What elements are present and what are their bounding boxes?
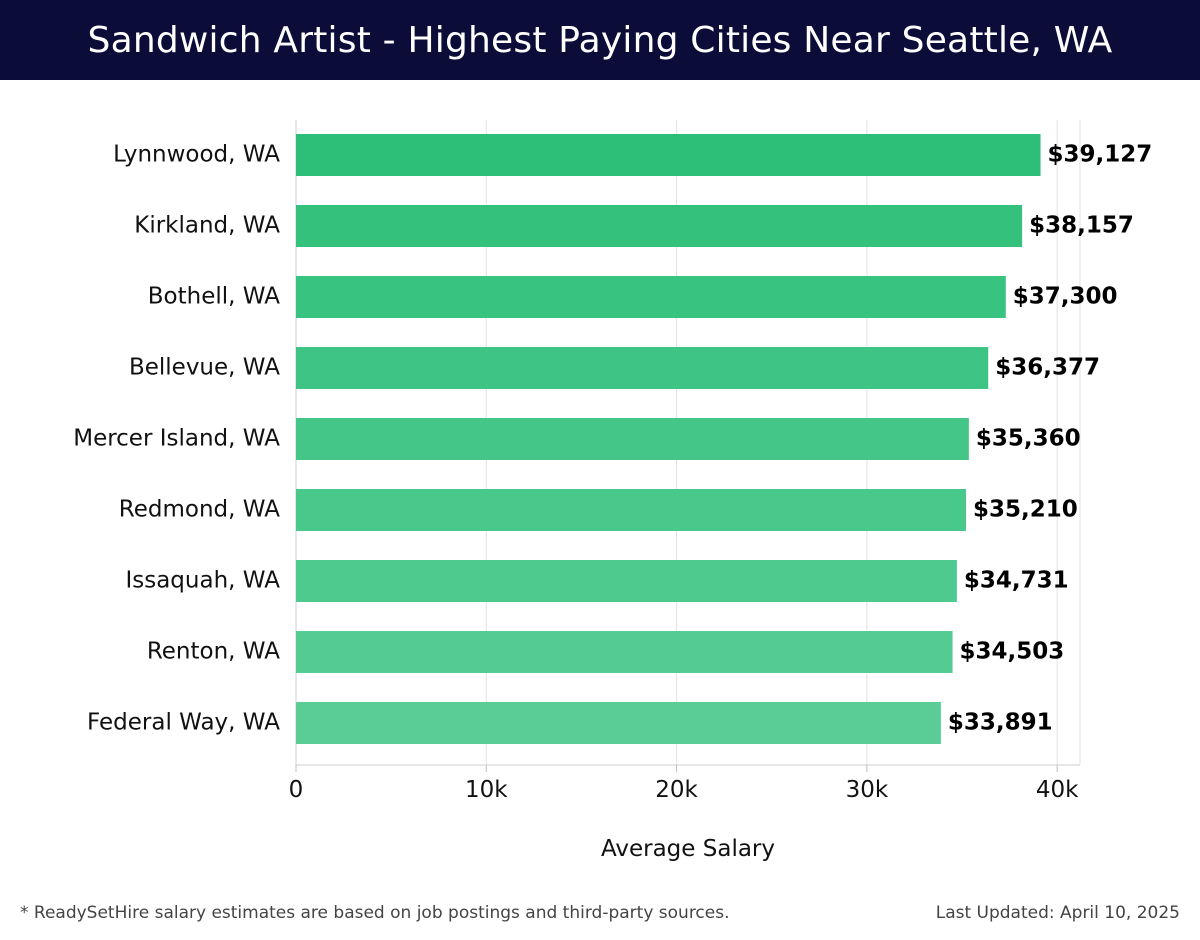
x-axis-label: Average Salary bbox=[601, 836, 775, 862]
x-tick-label: 30k bbox=[846, 777, 889, 803]
bar bbox=[296, 347, 989, 389]
chart-header: Sandwich Artist - Highest Paying Cities … bbox=[0, 0, 1200, 80]
data-label: $37,300 bbox=[1013, 284, 1118, 310]
last-updated: Last Updated: April 10, 2025 bbox=[935, 903, 1180, 923]
bar bbox=[296, 489, 967, 531]
bar bbox=[296, 702, 941, 744]
bar-chart: Lynnwood, WA $39,127 Kirkland, WA $38,157 Bo… bbox=[73, 120, 1153, 862]
chart-title: Sandwich Artist - Highest Paying Cities … bbox=[87, 19, 1113, 61]
bar bbox=[296, 205, 1023, 247]
data-label: $38,157 bbox=[1029, 213, 1134, 239]
bar bbox=[296, 276, 1006, 318]
bar bbox=[296, 134, 1041, 176]
category-label: Issaquah, WA bbox=[125, 568, 280, 594]
bar bbox=[296, 631, 953, 673]
category-label: Lynnwood, WA bbox=[113, 142, 280, 168]
category-label: Bellevue, WA bbox=[129, 355, 280, 381]
bar bbox=[296, 418, 969, 460]
category-label: Federal Way, WA bbox=[87, 710, 280, 736]
category-label: Mercer Island, WA bbox=[73, 426, 280, 452]
data-label: $36,377 bbox=[995, 355, 1100, 381]
category-label: Bothell, WA bbox=[148, 284, 280, 310]
category-label: Kirkland, WA bbox=[134, 213, 280, 239]
x-tick-label: 20k bbox=[655, 777, 698, 803]
footer-note: * ReadySetHire salary estimates are base… bbox=[20, 903, 730, 923]
chart-footer: * ReadySetHire salary estimates are base… bbox=[20, 900, 1180, 926]
data-label: $34,503 bbox=[960, 639, 1065, 665]
x-tick-label: 10k bbox=[465, 777, 508, 803]
category-label: Redmond, WA bbox=[119, 497, 280, 523]
data-label: $35,360 bbox=[976, 426, 1081, 452]
x-tick-label: 0 bbox=[289, 777, 304, 803]
data-label: $33,891 bbox=[948, 710, 1053, 736]
category-label: Renton, WA bbox=[147, 639, 280, 665]
data-label: $35,210 bbox=[973, 497, 1078, 523]
data-label: $39,127 bbox=[1048, 142, 1153, 168]
data-label: $34,731 bbox=[964, 568, 1069, 594]
bar bbox=[296, 560, 957, 602]
x-tick-label: 40k bbox=[1036, 777, 1079, 803]
